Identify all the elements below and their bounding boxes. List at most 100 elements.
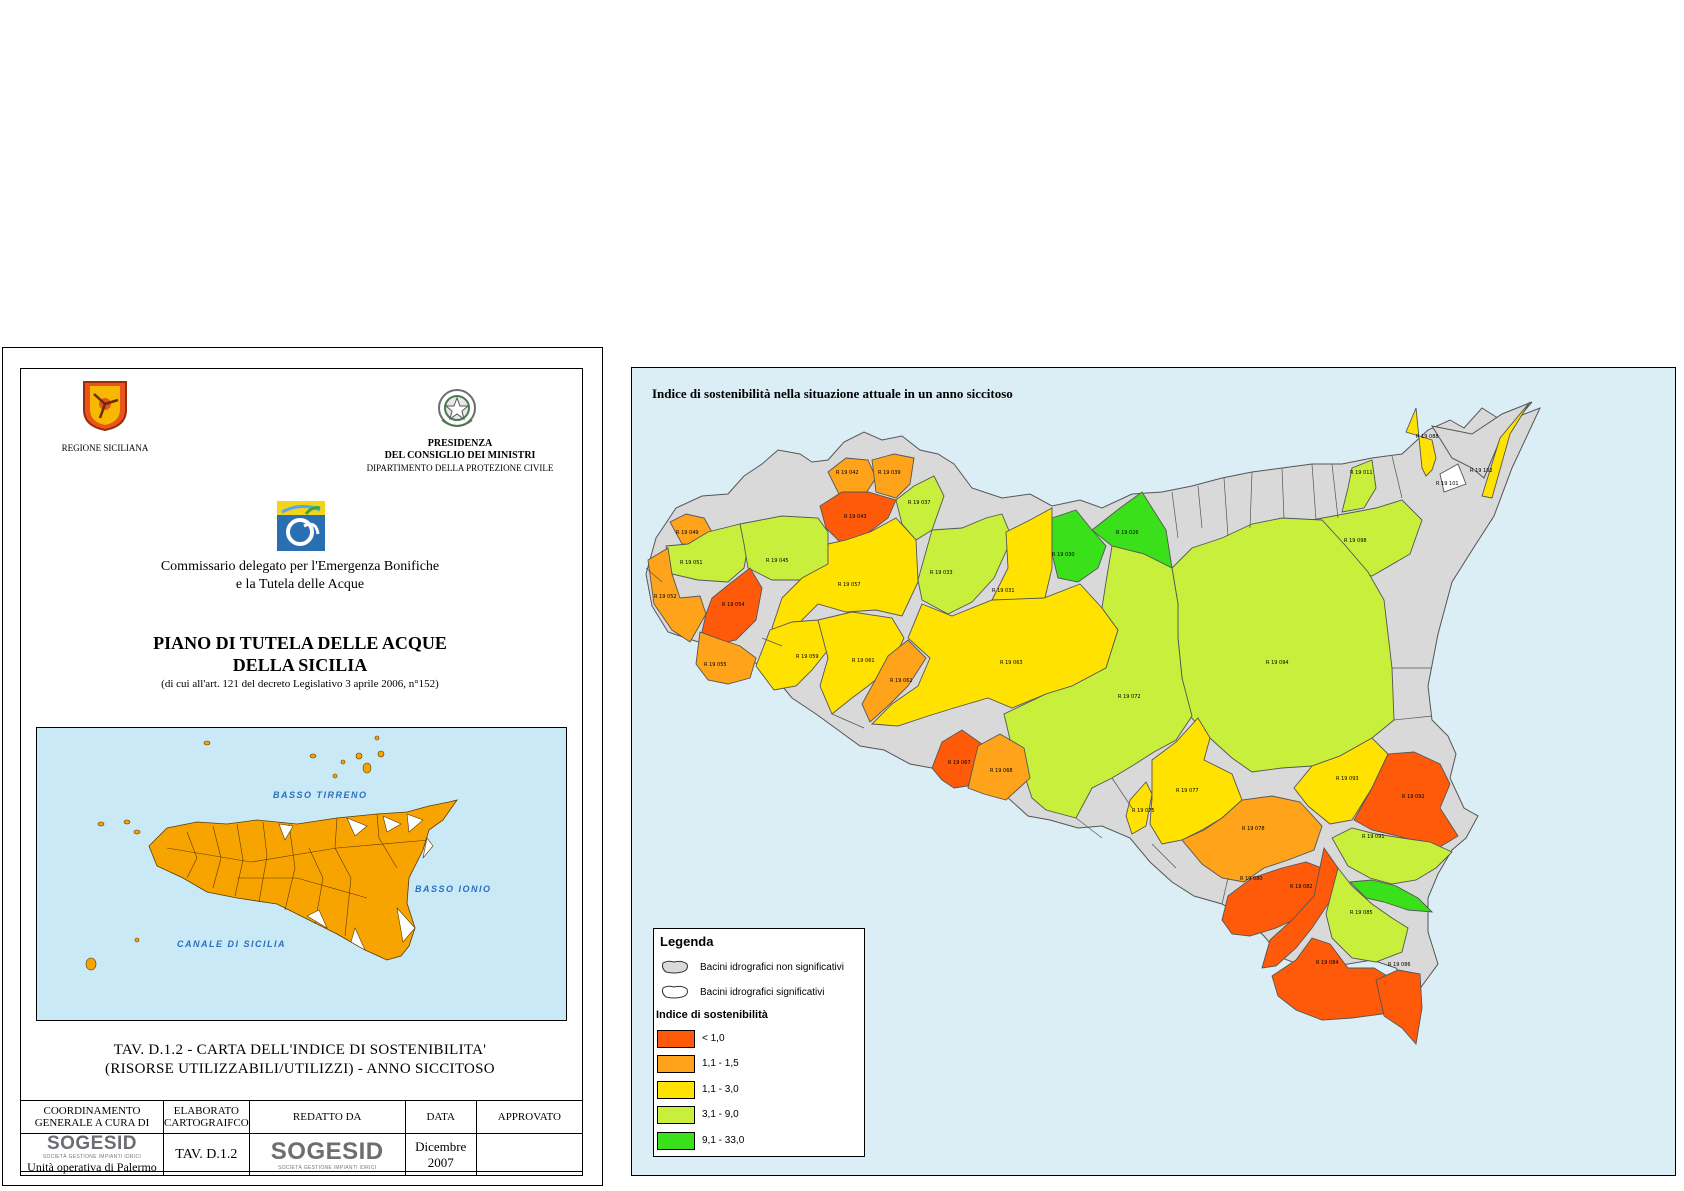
basin-r19078: [1181, 795, 1323, 883]
basin-label: R 19 063: [1000, 660, 1023, 666]
piano-title: PIANO DI TUTELA DELLE ACQUE DELLA SICILI…: [90, 632, 510, 676]
basin-label: R 19 059: [796, 654, 819, 660]
commissario-line-2: e la Tutela delle Acque: [235, 577, 365, 592]
basin-r19061: [817, 611, 905, 715]
legend-index-title: Indice di sostenibilità: [656, 1009, 768, 1021]
sogesid-logo-2: SOGESID: [270, 1137, 384, 1165]
basin-label: R 19 101: [1436, 481, 1459, 487]
title-sheet: [2, 347, 603, 1186]
basin-r19039: [871, 453, 915, 499]
commissario-logo-icon: [277, 501, 325, 551]
presidenza-block: PRESIDENZA DEL CONSIGLIO DEI MINISTRI DI…: [345, 438, 575, 474]
basin-label: R 19 080: [1240, 876, 1263, 882]
sogesid-logo-1-sub: SOCIETÀ GESTIONE IMPIANTI IDRICI: [42, 1154, 142, 1160]
basin-label: R 19 030: [1052, 552, 1075, 558]
basin-label: R 19 051: [680, 560, 703, 566]
basin-r19055: [695, 631, 757, 685]
legend-class-0: < 1,0: [702, 1033, 725, 1044]
basin-label: R 19 092: [1402, 794, 1425, 800]
commissario-text: Commissario delegato per l'Emergenza Bon…: [90, 558, 510, 594]
basin-r19101: [1439, 463, 1467, 493]
inset-islands: [85, 735, 385, 971]
basin-label-group: R 19 088 R 19 102 R 19 101 R 19 011 R 19…: [654, 434, 1493, 968]
basin-label: R 19 011: [1350, 470, 1373, 476]
basin-label: R 19 068: [990, 768, 1013, 774]
legend-non-significant: Bacini idrografici non significativi: [700, 962, 844, 973]
basin-label: R 19 075: [1132, 808, 1155, 814]
sogesid-logo-1: SOGESID: [46, 1133, 138, 1154]
basin-r19033: [917, 513, 1013, 615]
header-coordinamento: COORDINAMENTO GENERALE A CURA DI: [20, 1100, 164, 1134]
cell-date: Dicembre 2007: [404, 1133, 477, 1176]
legend-significant: Bacini idrografici significativi: [700, 987, 825, 998]
basin-r19086: [1375, 969, 1423, 1046]
inset-label-canale: CANALE DI SICILIA: [177, 939, 286, 949]
piano-title-line-1: PIANO DI TUTELA DELLE ACQUE: [153, 633, 447, 653]
basin-r19068: [967, 733, 1031, 801]
sicily-basins-map: R 19 088 R 19 102 R 19 101 R 19 011 R 19…: [645, 401, 1541, 1046]
basin-label: R 19 031: [992, 588, 1015, 594]
basin-label: R 19 062: [890, 678, 913, 684]
header-data: DATA: [404, 1100, 477, 1134]
basin-r19062: [861, 639, 927, 723]
legend-swatch-2: [657, 1081, 695, 1099]
basin-label: R 19 037: [908, 500, 931, 506]
basin-r19030: [1051, 509, 1107, 583]
inset-overview-map: BASSO TIRRENO BASSO IONIO CANALE DI SICI…: [36, 727, 567, 1021]
date-year: 2007: [427, 1154, 454, 1170]
date-month: Dicembre: [415, 1138, 467, 1154]
sogesid-logo-2-sub: SOCIETÀ GESTIONE IMPIANTI IDRICI: [278, 1164, 377, 1171]
basin-r19093: [1293, 737, 1389, 825]
inset-label-tirreno: BASSO TIRRENO: [273, 790, 368, 800]
inset-basin-lines: [166, 813, 430, 937]
inset-map-svg: BASSO TIRRENO BASSO IONIO CANALE DI SICI…: [85, 735, 490, 971]
header-redatto: REDATTO DA: [248, 1100, 406, 1134]
regione-siciliana-emblem-icon: [83, 381, 127, 432]
basin-label: R 19 085: [1350, 910, 1373, 916]
basin-label: R 19 072: [1118, 694, 1141, 700]
basin-label: R 19 045: [766, 558, 789, 564]
basin-r19059: [755, 619, 829, 691]
cell-approvato: [475, 1133, 584, 1176]
basin-label: R 19 082: [1290, 884, 1313, 890]
basin-label: R 19 086: [1388, 962, 1411, 968]
tav-title-line-1: TAV. D.1.2 - CARTA DELL'INDICE DI SOSTEN…: [113, 1042, 487, 1058]
basin-label: R 19 091: [1362, 834, 1385, 840]
basin-r19043: [819, 491, 897, 545]
basin-label: R 19 067: [948, 760, 971, 766]
inset-non-significant: [278, 813, 434, 951]
basin-label: R 19 043: [844, 514, 867, 520]
basin-divider-lines: [645, 455, 1433, 905]
legend-class-3: 3,1 - 9,0: [702, 1109, 739, 1120]
legend-class-1: 1,1 - 1,5: [702, 1058, 739, 1069]
basin-label: R 19 026: [1116, 530, 1139, 536]
presidenza-line-2: DEL CONSIGLIO DEI MINISTRI: [384, 450, 536, 461]
basin-label: R 19 098: [1344, 538, 1367, 544]
basin-label: R 19 054: [722, 602, 745, 608]
regione-label: REGIONE SICILIANA: [61, 443, 149, 453]
basin-label: R 19 039: [878, 470, 901, 476]
basin-r19092: [1353, 751, 1459, 849]
cell-coordinamento: SOGESID SOCIETÀ GESTIONE IMPIANTI IDRICI…: [20, 1133, 164, 1176]
basin-label: R 19 033: [930, 570, 953, 576]
basin-r19011: [1341, 459, 1377, 513]
significant-basins: [647, 401, 1531, 1046]
basin-r19102: [1481, 401, 1531, 499]
repubblica-emblem-icon: [438, 389, 476, 427]
basin-label: R 19 084: [1316, 960, 1339, 966]
basin-label: R 19 042: [836, 470, 859, 476]
title-block-table: COORDINAMENTO GENERALE A CURA DI ELABORA…: [20, 1100, 584, 1176]
basin-r19088: [1405, 407, 1437, 477]
basin-label: R 19 078: [1242, 826, 1265, 832]
basin-label: R 19 049: [676, 530, 699, 536]
basin-label: R 19 077: [1176, 788, 1199, 794]
basin-label: R 19 057: [838, 582, 861, 588]
legend-title: Legenda: [660, 934, 714, 949]
basin-r19091: [1331, 827, 1453, 885]
dipartimento-line: DIPARTIMENTO DELLA PROTEZIONE CIVILE: [366, 463, 554, 473]
cell-elaborato-code: TAV. D.1.2: [163, 1133, 250, 1176]
basin-label: R 19 088: [1416, 434, 1439, 440]
piano-subtitle: (di cui all'art. 121 del decreto Legisla…: [161, 678, 439, 690]
basin-r19054: [701, 567, 763, 645]
basin-r19083: [1349, 879, 1434, 913]
